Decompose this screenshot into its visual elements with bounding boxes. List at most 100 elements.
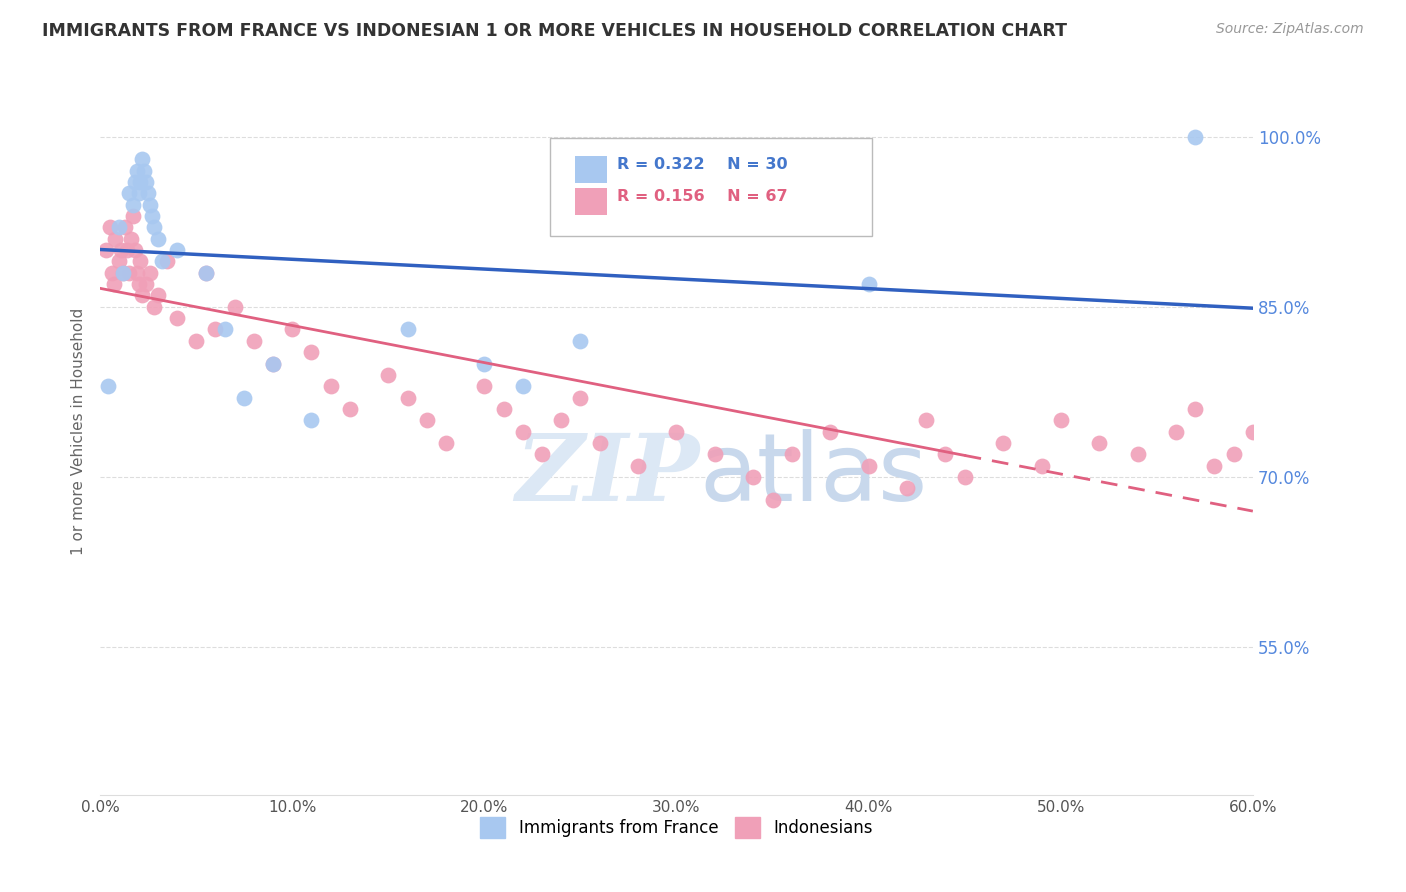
Legend: Immigrants from France, Indonesians: Immigrants from France, Indonesians [474, 811, 879, 845]
Point [125, 266, 148, 280]
Point [121, 197, 143, 211]
Point [1184, 129, 1206, 144]
Point [1126, 447, 1149, 461]
Point [204, 322, 226, 336]
Point [1164, 425, 1187, 439]
Point [818, 425, 841, 439]
Point [243, 334, 266, 348]
Point [896, 481, 918, 495]
Point [139, 197, 162, 211]
Point [1031, 458, 1053, 473]
FancyBboxPatch shape [550, 137, 873, 235]
Point [1184, 401, 1206, 416]
Point [103, 277, 125, 292]
Point [128, 277, 150, 292]
Point [112, 266, 135, 280]
Point [97, 379, 120, 393]
Point [186, 334, 208, 348]
Point [472, 357, 495, 371]
Point [301, 413, 323, 427]
Point [1049, 413, 1071, 427]
Point [128, 186, 150, 201]
Point [166, 243, 188, 257]
Text: Source: ZipAtlas.com: Source: ZipAtlas.com [1216, 22, 1364, 37]
Point [742, 470, 765, 484]
Point [665, 425, 688, 439]
Point [550, 413, 572, 427]
Point [124, 175, 146, 189]
Text: IMMIGRANTS FROM FRANCE VS INDONESIAN 1 OR MORE VEHICLES IN HOUSEHOLD CORRELATION: IMMIGRANTS FROM FRANCE VS INDONESIAN 1 O… [42, 22, 1067, 40]
Point [319, 379, 342, 393]
Point [166, 311, 188, 326]
Point [104, 232, 127, 246]
Point [142, 300, 165, 314]
Point [991, 436, 1014, 450]
Bar [575, 156, 607, 183]
Point [434, 436, 457, 450]
Point [339, 401, 361, 416]
Point [156, 254, 179, 268]
Text: R = 0.156    N = 67: R = 0.156 N = 67 [617, 189, 787, 204]
Point [262, 357, 284, 371]
Point [150, 254, 173, 268]
Point [953, 470, 976, 484]
Point [416, 413, 439, 427]
Point [224, 300, 246, 314]
Point [588, 436, 610, 450]
Point [114, 220, 136, 235]
Point [214, 322, 236, 336]
Point [136, 186, 159, 201]
Point [530, 447, 553, 461]
Point [134, 163, 156, 178]
Point [1241, 425, 1264, 439]
Point [194, 266, 217, 280]
Bar [575, 187, 607, 215]
Point [703, 447, 725, 461]
Point [492, 401, 515, 416]
Point [472, 379, 495, 393]
Point [627, 458, 650, 473]
Point [100, 266, 122, 280]
Point [129, 254, 152, 268]
Point [233, 391, 256, 405]
Point [115, 243, 138, 257]
Point [108, 220, 131, 235]
Text: ZIP: ZIP [515, 430, 700, 520]
Point [194, 266, 217, 280]
Point [780, 447, 803, 461]
Point [94, 243, 117, 257]
Point [125, 163, 148, 178]
Point [1204, 458, 1226, 473]
Point [761, 492, 783, 507]
Point [396, 322, 419, 336]
Point [512, 425, 534, 439]
Text: R = 0.322    N = 30: R = 0.322 N = 30 [617, 157, 787, 172]
Point [118, 266, 141, 280]
Point [1222, 447, 1244, 461]
Point [121, 209, 143, 223]
Y-axis label: 1 or more Vehicles in Household: 1 or more Vehicles in Household [72, 308, 86, 555]
Point [934, 447, 956, 461]
Point [858, 458, 880, 473]
Point [112, 266, 135, 280]
Point [131, 288, 153, 302]
Point [915, 413, 938, 427]
Point [146, 232, 169, 246]
Point [1088, 436, 1111, 450]
Point [139, 266, 162, 280]
Point [120, 232, 142, 246]
Point [146, 288, 169, 302]
Point [512, 379, 534, 393]
Point [142, 220, 165, 235]
Point [110, 243, 132, 257]
Point [396, 391, 419, 405]
Point [281, 322, 304, 336]
Point [131, 153, 153, 167]
Point [301, 345, 323, 359]
Point [124, 243, 146, 257]
Point [858, 277, 880, 292]
Point [262, 357, 284, 371]
Point [135, 277, 157, 292]
Point [135, 175, 157, 189]
Point [108, 254, 131, 268]
